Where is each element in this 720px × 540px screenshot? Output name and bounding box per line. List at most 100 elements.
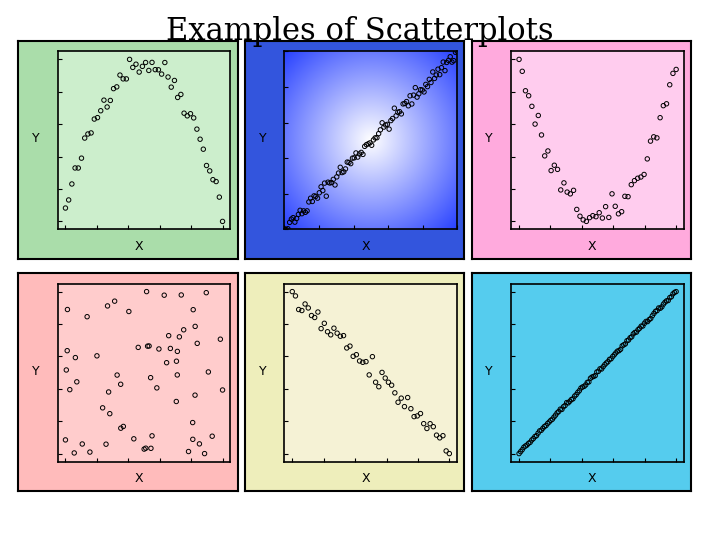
Point: [333, 168, 344, 177]
Point: [642, 154, 653, 163]
Point: [593, 367, 604, 376]
Point: [545, 166, 557, 175]
Point: [652, 306, 663, 315]
Point: [612, 347, 624, 355]
Point: [590, 212, 602, 221]
Text: Y: Y: [32, 132, 40, 145]
Point: [354, 150, 365, 158]
Point: [145, 444, 157, 453]
Point: [111, 83, 122, 91]
Point: [670, 65, 682, 74]
Point: [104, 409, 115, 418]
Point: [600, 202, 611, 211]
Point: [553, 407, 564, 416]
Point: [369, 133, 381, 142]
Point: [368, 136, 379, 144]
Point: [552, 409, 563, 417]
Point: [635, 173, 647, 181]
Point: [168, 76, 180, 85]
Point: [405, 404, 417, 413]
Point: [373, 382, 384, 391]
Point: [645, 314, 657, 323]
Point: [102, 302, 113, 310]
Point: [536, 426, 547, 435]
Point: [73, 164, 84, 172]
Point: [578, 382, 590, 390]
Point: [159, 58, 171, 67]
Point: [567, 395, 579, 403]
Point: [399, 402, 410, 411]
Point: [352, 153, 364, 161]
Point: [191, 125, 202, 133]
Point: [329, 181, 341, 190]
Point: [651, 133, 662, 142]
Point: [117, 75, 129, 83]
Point: [559, 401, 571, 410]
Point: [564, 397, 575, 406]
Point: [114, 71, 126, 79]
Point: [386, 381, 397, 389]
Point: [667, 289, 679, 298]
Point: [362, 139, 374, 148]
Text: X: X: [135, 472, 143, 485]
Point: [364, 370, 375, 379]
Point: [428, 74, 440, 83]
Point: [516, 446, 528, 454]
Point: [305, 194, 316, 202]
Point: [181, 112, 193, 120]
Point: [395, 110, 407, 118]
Point: [370, 378, 382, 387]
Point: [343, 158, 355, 167]
Point: [153, 345, 165, 353]
Point: [661, 99, 672, 108]
Point: [540, 421, 552, 430]
Point: [450, 48, 462, 57]
Point: [583, 377, 595, 386]
Point: [402, 102, 414, 110]
Point: [302, 303, 314, 312]
Point: [596, 364, 608, 373]
Point: [60, 366, 72, 374]
Point: [292, 210, 304, 219]
Point: [631, 328, 642, 336]
Point: [347, 154, 359, 163]
Point: [158, 291, 170, 300]
Point: [138, 445, 150, 454]
Point: [84, 448, 96, 456]
Point: [632, 325, 644, 334]
Point: [62, 305, 73, 314]
Point: [432, 65, 444, 73]
Point: [657, 300, 669, 308]
Point: [296, 306, 307, 315]
Point: [385, 116, 397, 125]
Point: [624, 333, 636, 342]
Point: [654, 113, 666, 122]
Point: [626, 180, 637, 189]
Point: [81, 312, 93, 321]
Point: [531, 431, 542, 440]
Point: [408, 413, 420, 421]
Point: [648, 132, 660, 141]
Point: [207, 432, 218, 441]
Point: [394, 107, 405, 116]
Point: [586, 373, 598, 381]
Point: [594, 364, 606, 373]
Point: [667, 69, 679, 78]
Point: [356, 148, 367, 157]
Point: [359, 142, 371, 151]
Point: [636, 322, 647, 330]
Point: [91, 113, 103, 122]
Point: [395, 394, 407, 402]
Text: Y: Y: [32, 364, 40, 377]
Point: [132, 343, 144, 352]
Point: [176, 291, 187, 299]
Point: [632, 174, 644, 183]
Point: [526, 102, 538, 111]
Point: [616, 207, 627, 216]
Point: [411, 93, 423, 102]
Point: [171, 347, 183, 356]
Point: [335, 332, 346, 341]
Point: [606, 355, 617, 363]
Point: [602, 357, 613, 366]
Point: [420, 80, 431, 89]
